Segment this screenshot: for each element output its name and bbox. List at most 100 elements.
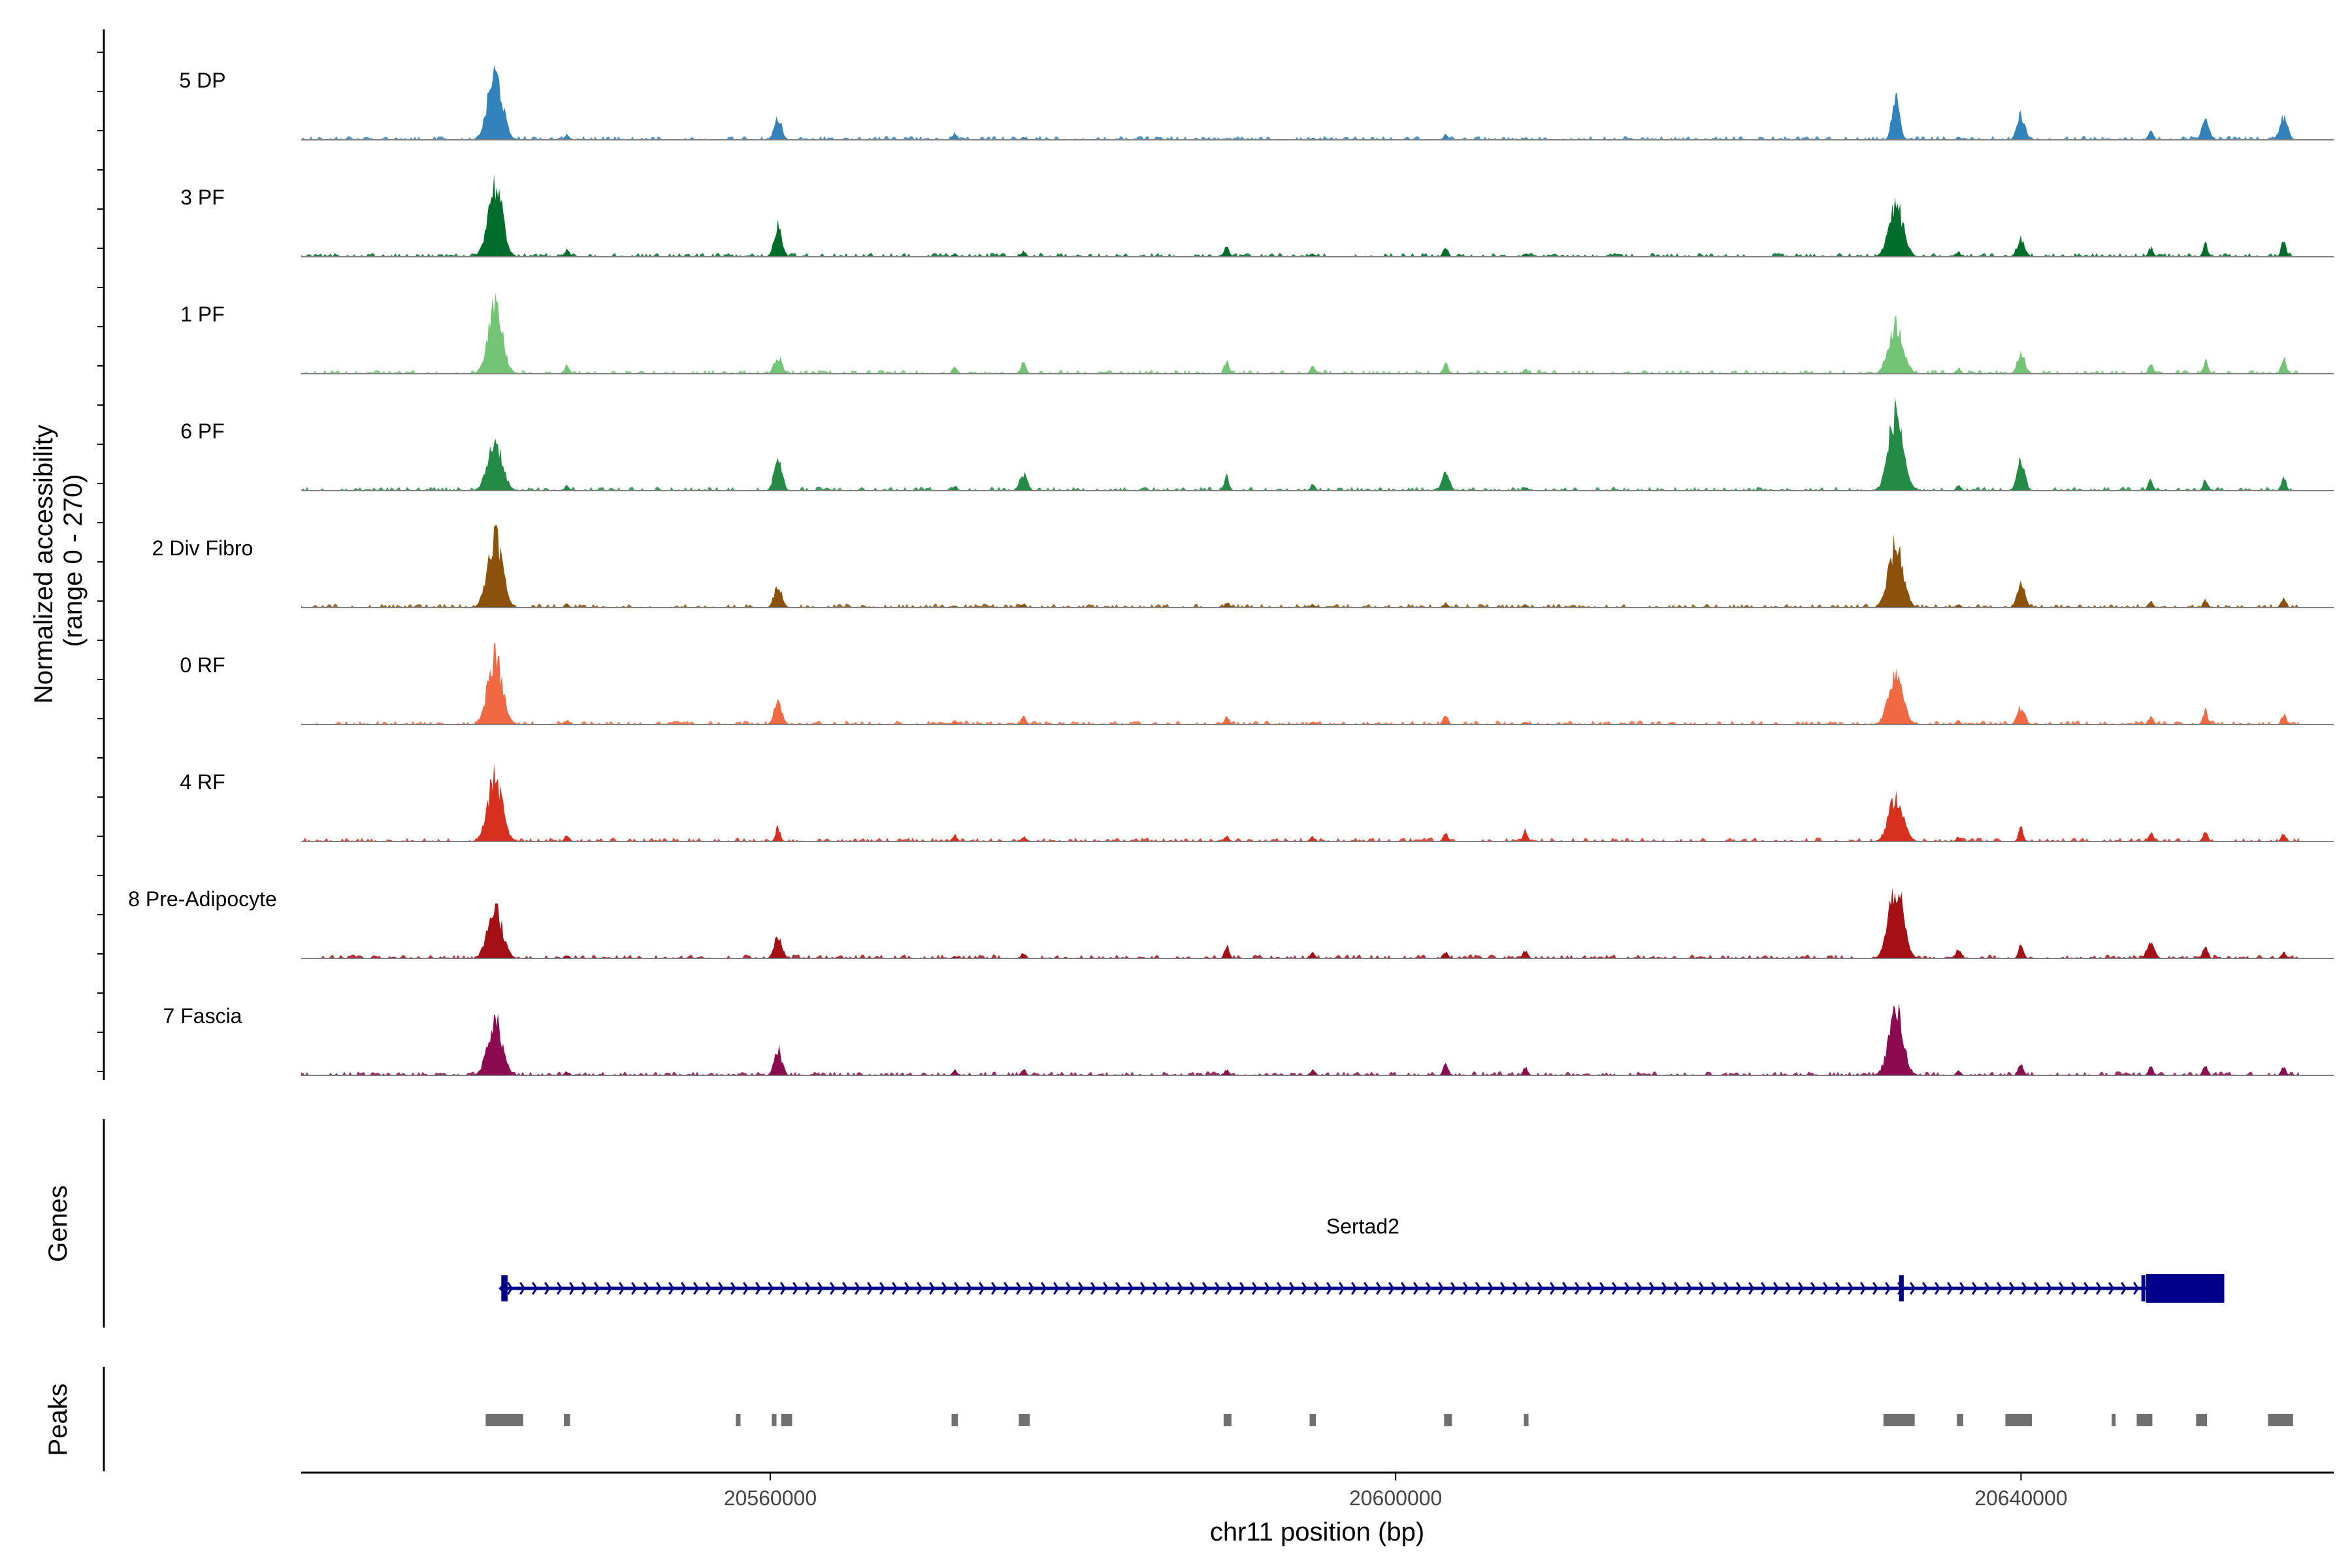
coverage-peak [557, 835, 577, 841]
strand-arrow [1090, 1282, 1097, 1295]
gene-exon [501, 1275, 508, 1301]
strand-arrow [1872, 1282, 1879, 1295]
coverage-peak [2196, 241, 2215, 257]
strand-arrow [1202, 1282, 1209, 1295]
strand-arrow [581, 1282, 588, 1295]
coverage-peak [1436, 133, 1456, 140]
peak-region [2112, 1414, 2116, 1426]
coverage-peak [1303, 365, 1322, 374]
strand-arrow [619, 1282, 625, 1295]
track-4-rf: 4 RF [180, 763, 2334, 842]
coverage-peak [2141, 832, 2161, 841]
strand-arrow [1152, 1282, 1159, 1295]
gene-track: Sertad2 [498, 1215, 2225, 1303]
strand-arrow [2133, 1282, 2140, 1295]
strand-arrow [1686, 1282, 1693, 1295]
coverage-peak [2274, 713, 2293, 725]
strand-arrow [1463, 1282, 1469, 1295]
track-label: 4 RF [180, 770, 225, 794]
track-label: 7 Fascia [163, 1004, 242, 1028]
strand-arrow [2021, 1282, 2028, 1295]
coverage-noise [301, 487, 2300, 491]
peak-region [772, 1414, 777, 1426]
strand-arrow [1215, 1282, 1221, 1295]
peak-region [1444, 1414, 1452, 1426]
strand-arrow [1848, 1282, 1854, 1295]
strand-arrow [507, 1282, 514, 1295]
coverage-peak [763, 116, 793, 140]
coverage-peak [1436, 715, 1456, 725]
strand-arrow [892, 1282, 898, 1295]
coverage-peak [2006, 580, 2036, 608]
coverage-peak [1431, 472, 1461, 491]
strand-arrow [1500, 1282, 1507, 1295]
coverage-peak [1303, 951, 1322, 958]
coverage-peak [1516, 368, 1535, 374]
track-label: 1 PF [180, 302, 225, 326]
coverage-peak [1516, 721, 1535, 725]
coverage-peak [2011, 945, 2031, 958]
coverage-peak [468, 292, 523, 374]
track-label: 0 RF [180, 653, 225, 677]
gene-exon [2146, 1274, 2225, 1303]
strand-arrow [656, 1282, 662, 1295]
strand-arrow [1972, 1282, 1978, 1295]
gene-exon [2141, 1275, 2146, 1301]
coverage-noise [301, 370, 2300, 374]
strand-arrow [1401, 1282, 1407, 1295]
strand-arrow [1599, 1282, 1606, 1295]
strand-arrow [1053, 1282, 1060, 1295]
coverage-peak [945, 720, 964, 725]
x-tick-label: 20560000 [724, 1486, 817, 1510]
strand-arrow [817, 1282, 824, 1295]
strand-arrow [1910, 1282, 1916, 1295]
peak-region [951, 1414, 958, 1426]
gene-exon [1899, 1275, 1904, 1301]
strand-arrow [1115, 1282, 1122, 1295]
track-6-pf: 6 PF [180, 397, 2334, 491]
track-5-dp: 5 DP [179, 65, 2334, 140]
coverage-peak [1436, 1063, 1456, 1075]
strand-arrow [1351, 1282, 1358, 1295]
coverage-peak [1217, 137, 1237, 140]
strand-arrow [1835, 1282, 1842, 1295]
coverage-peak [1217, 715, 1237, 725]
strand-arrow [1661, 1282, 1668, 1295]
coverage-peak [2196, 480, 2215, 491]
coverage-peak [1014, 953, 1034, 958]
coverage-peak [2141, 601, 2161, 608]
coverage-peak [1014, 836, 1034, 841]
strand-arrow [1388, 1282, 1395, 1295]
coverage-peak [2196, 947, 2215, 958]
strand-arrow [1637, 1282, 1643, 1295]
coverage-noise [301, 136, 2300, 140]
strand-arrow [1488, 1282, 1494, 1295]
strand-arrow [1512, 1282, 1519, 1295]
strand-arrow [681, 1282, 687, 1295]
coverage-peak [1303, 253, 1322, 257]
coverage-peak [1516, 1066, 1535, 1075]
strand-arrow [842, 1282, 849, 1295]
strand-arrow [1810, 1282, 1817, 1295]
strand-arrow [1277, 1282, 1283, 1295]
peak-region [2005, 1414, 2033, 1426]
coverage-peak [1009, 472, 1039, 491]
strand-arrow [830, 1282, 836, 1295]
strand-arrow [1177, 1282, 1184, 1295]
coverage-peak [1217, 835, 1237, 841]
coverage-noise [301, 955, 2300, 958]
strand-arrow [2096, 1282, 2102, 1295]
strand-arrow [1525, 1282, 1531, 1295]
coverage-peak [2141, 478, 2161, 491]
x-tick-label: 20600000 [1349, 1486, 1442, 1510]
coverage-peak [557, 248, 577, 257]
strand-arrow [1748, 1282, 1755, 1295]
coverage-peak [1949, 720, 1968, 725]
coverage-peak [2274, 356, 2293, 374]
track-label: 8 Pre-Adipocyte [128, 887, 277, 911]
strand-arrow [1103, 1282, 1109, 1295]
strand-arrow [668, 1282, 675, 1295]
coverage-peak [557, 719, 577, 725]
coverage-peak [557, 133, 577, 140]
coverage-peak [1949, 949, 1968, 958]
